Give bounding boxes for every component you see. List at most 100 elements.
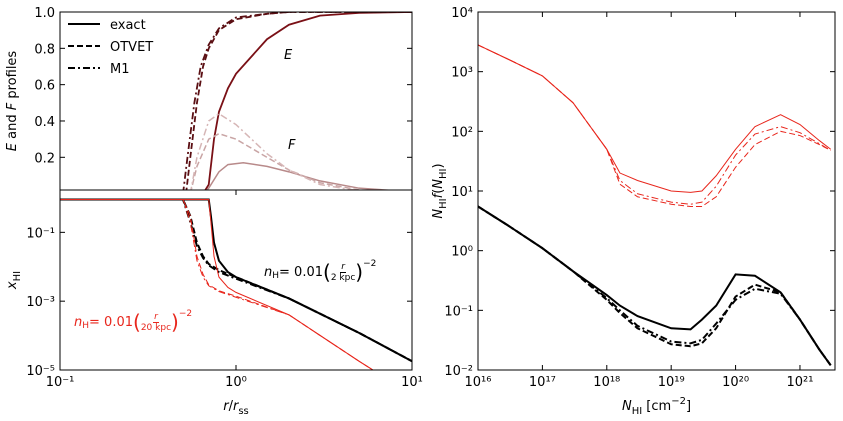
annotation-part: ( [133,310,141,334]
line [182,12,412,190]
annotation-part: n [264,264,273,280]
label-part: N [431,179,446,189]
y-tick-label: 10⁰ [451,245,473,260]
label-part: x [5,281,20,290]
line [60,199,374,370]
annotation-part: = 0.01 [89,314,134,330]
annotation-part: ) [171,310,179,334]
label-part: HI [438,198,449,208]
annotation-part: 20 kpc [140,322,172,333]
legend-label: M1 [110,62,130,77]
x-axis-label: NHI [cm−2] [622,396,691,417]
x-tick-label: 10¹⁹ [658,375,685,390]
x-tick-label: 10²¹ [786,375,813,390]
annotation-part: ) [355,260,364,284]
x-tick-label: 10⁻¹ [46,375,75,390]
label-part: F [5,102,20,110]
annotation-part: n [74,314,83,330]
label-part: ] [686,399,691,414]
label-part: ss [238,406,248,417]
label-part: N [431,209,446,219]
plot-area [478,44,832,366]
label-part: profiles [5,51,20,103]
line [185,12,412,190]
annotation-part: H [272,271,280,281]
annotation-part: = 0.01 [279,264,324,280]
y-tick-label: 10² [451,125,473,140]
annotation-part: H [82,321,90,331]
fraction: r 20 kpc [141,312,171,333]
plot-area [182,12,412,190]
label-part: f [431,191,446,198]
line [204,12,412,190]
y-axis-label: xHI [5,271,23,290]
axes-frame [477,11,836,371]
label-part: and [5,110,20,143]
x-axis-label: r/rss [223,399,249,417]
y-tick-label: 10¹ [451,185,473,200]
y-tick-label: 10⁻¹ [444,304,473,319]
x-tick-label: 10¹⁷ [529,375,556,390]
label-part: r [233,399,240,414]
x-tick-label: 10¹ [401,375,423,390]
annotation: F [288,138,295,153]
x-tick-label: 10²⁰ [722,375,749,390]
annotation-part: 2 kpc [330,272,356,283]
y-tick-label: 10⁻³ [26,295,55,310]
annotation-part: r [153,311,159,323]
annotation-part: E [284,48,293,63]
label-part: ) [431,163,446,168]
label-part: HI [438,169,449,179]
label-part: HI [632,406,642,417]
y-tick-label: 0.4 [34,115,55,130]
x-tick-label: 10⁰ [225,375,247,390]
line [60,199,374,370]
annotation: E [284,48,292,63]
label-part: / [229,399,234,414]
annotation-part: −2 [178,309,193,319]
line [478,205,832,366]
y-axis-label: E and F profiles [5,51,20,152]
line [60,198,412,363]
line [478,205,832,366]
x-tick-label: 10¹⁶ [465,375,492,390]
line [205,162,397,190]
label-part: E [5,142,20,151]
line [478,44,831,205]
y-tick-label: 0.2 [34,151,55,166]
y-tick-label: 0.6 [34,79,55,94]
line [478,44,831,207]
annotation-part: r [340,261,346,273]
label-part: ( [431,189,446,194]
line [190,112,359,190]
label-part: r [223,399,230,414]
label-part: HI [12,271,23,281]
x-tick-label: 10¹⁸ [593,375,620,390]
line [190,132,374,190]
y-tick-label: 10⁻⁵ [26,364,55,379]
y-tick-label: 0.8 [34,42,55,57]
legend-label: exact [110,18,146,33]
y-axis-label: NHIf(NHI) [431,163,449,218]
plot-area [60,198,412,370]
annotation-part: F [288,138,296,153]
legend-label: OTVET [110,40,153,55]
label-part: [cm [642,399,671,414]
line [60,199,374,370]
y-tick-label: 10⁻¹ [26,226,55,241]
y-tick-label: 10⁻² [444,364,473,379]
annotation-part: −2 [363,259,377,269]
annotation-part: ( [323,260,331,284]
line [478,44,831,193]
label-part: −2 [671,396,686,407]
y-tick-label: 10³ [451,66,473,81]
line [478,205,832,366]
y-tick-label: 1.0 [34,6,55,21]
y-tick-label: 10⁴ [451,6,473,21]
label-part: N [622,399,632,414]
